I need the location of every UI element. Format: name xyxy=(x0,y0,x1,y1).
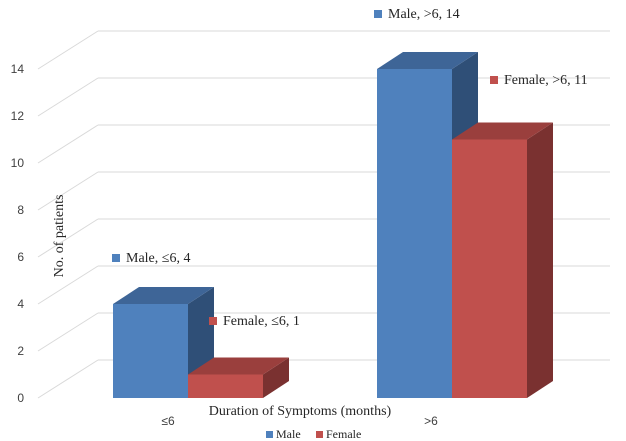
y-tick-label: 0 xyxy=(17,391,24,405)
bar-female-0 xyxy=(188,357,289,398)
gridline-diagonal xyxy=(37,265,99,305)
data-label: Female, >6, 11 xyxy=(490,73,588,88)
bar-front xyxy=(377,69,452,398)
y-tick-label: 12 xyxy=(11,109,25,123)
legend-label: Male xyxy=(276,427,301,441)
data-label: Male, ≤6, 4 xyxy=(112,251,190,266)
gridline-diagonal xyxy=(37,77,99,117)
legend: Male Female xyxy=(266,427,361,441)
y-tick-label: 14 xyxy=(11,62,25,76)
data-label-swatch xyxy=(209,317,217,325)
y-axis-ticks: 0 2 4 6 8 10 12 14 xyxy=(11,62,25,405)
bar-side xyxy=(263,357,289,398)
y-tick-label: 8 xyxy=(17,203,24,217)
bar-top xyxy=(113,287,214,304)
data-label-text: Male, >6, 14 xyxy=(388,7,460,22)
gridline-diagonal xyxy=(37,359,99,399)
legend-swatch xyxy=(266,431,273,438)
x-axis-ticks: ≤6 >6 xyxy=(161,414,438,428)
data-label: Male, >6, 14 xyxy=(374,7,460,22)
bar-top xyxy=(452,122,553,140)
data-label-text: Male, ≤6, 4 xyxy=(126,251,190,266)
legend-label: Female xyxy=(326,427,361,441)
bar-female-1 xyxy=(452,122,553,398)
data-label-text: Female, ≤6, 1 xyxy=(223,314,300,329)
gridline-diagonal xyxy=(37,312,99,352)
legend-swatch xyxy=(316,431,323,438)
x-tick-label: >6 xyxy=(424,414,438,428)
bars xyxy=(113,52,553,398)
y-tick-label: 2 xyxy=(17,344,24,358)
bar-front xyxy=(188,374,263,398)
gridline-diagonal xyxy=(37,171,99,211)
data-label-swatch xyxy=(374,10,382,18)
x-axis-title: Duration of Symptoms (months) xyxy=(209,404,392,419)
data-label-swatch xyxy=(112,254,120,262)
y-tick-label: 4 xyxy=(17,297,24,311)
x-tick-label: ≤6 xyxy=(161,414,175,428)
legend-item: Male xyxy=(266,427,301,441)
data-label-swatch xyxy=(490,76,498,84)
bar-top xyxy=(377,52,478,69)
bar-side xyxy=(527,122,553,398)
y-tick-label: 6 xyxy=(17,250,24,264)
bar-front xyxy=(452,139,527,398)
y-axis-title: No. of patients xyxy=(52,195,67,278)
gridline-diagonal xyxy=(37,30,99,70)
legend-item: Female xyxy=(316,427,361,441)
bar-top xyxy=(188,357,289,375)
bar-front xyxy=(113,304,188,398)
gridline-diagonal xyxy=(37,218,99,258)
data-label-text: Female, >6, 11 xyxy=(504,73,588,88)
gridline-diagonal xyxy=(37,124,99,164)
data-label: Female, ≤6, 1 xyxy=(209,314,300,329)
data-labels: Male, ≤6, 4 Female, ≤6, 1 Male, >6, 14 Fema… xyxy=(112,7,588,329)
y-tick-label: 10 xyxy=(11,156,25,170)
